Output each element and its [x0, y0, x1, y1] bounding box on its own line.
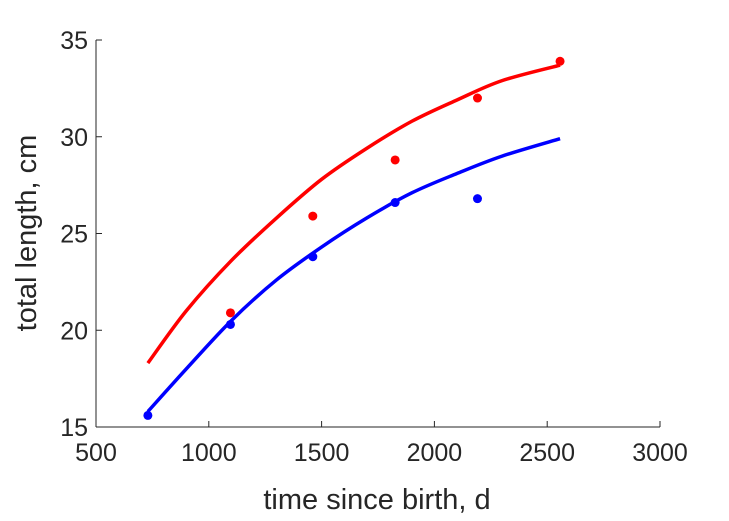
y-tick-label: 15	[60, 414, 88, 442]
x-axis-label: time since birth, d	[263, 484, 490, 516]
series-1-point	[390, 155, 400, 165]
y-axis-label: total length, cm	[11, 135, 43, 332]
series-1-fit-line	[146, 63, 561, 365]
axes: 500 1000 1500 2000 2500 3000 15 20 25 30 35	[60, 27, 688, 467]
series-1-point	[225, 308, 235, 318]
series-2-point	[308, 252, 318, 262]
series-2	[143, 137, 561, 420]
series-2-point	[143, 410, 153, 420]
series-2-point	[472, 194, 482, 204]
x-tick-label: 2000	[407, 439, 463, 467]
series-layer	[143, 56, 565, 420]
x-tick-label: 2500	[519, 439, 575, 467]
y-tick-label: 35	[60, 27, 88, 55]
x-tick-label: 1500	[294, 439, 350, 467]
series-1-point	[308, 211, 318, 221]
y-tick-label: 20	[60, 317, 88, 345]
series-2-point	[390, 198, 400, 208]
x-tick-label: 3000	[632, 439, 688, 467]
series-2-point	[225, 319, 235, 329]
y-tick-label: 25	[60, 221, 88, 249]
series-1-point	[555, 56, 565, 66]
series-1	[146, 56, 565, 365]
x-tick-label: 1000	[181, 439, 237, 467]
y-tick-label: 30	[60, 124, 88, 152]
series-1-point	[472, 93, 482, 103]
series-2-fit-line	[146, 137, 561, 413]
x-tick-label: 500	[75, 439, 117, 467]
